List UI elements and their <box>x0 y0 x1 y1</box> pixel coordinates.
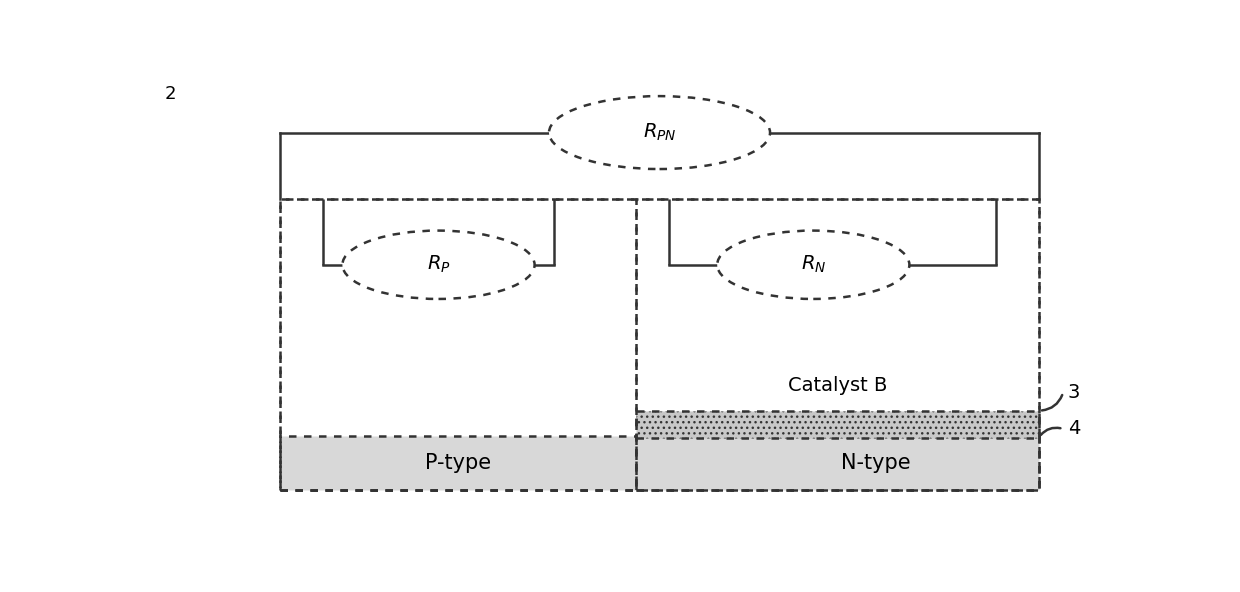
Text: Catalyst B: Catalyst B <box>787 376 887 395</box>
Bar <box>635 199 1039 490</box>
Text: $R_P$: $R_P$ <box>427 254 450 275</box>
Bar <box>280 436 635 490</box>
Bar <box>635 436 1039 490</box>
Text: 2: 2 <box>165 85 176 103</box>
Bar <box>280 199 1039 490</box>
Text: 3: 3 <box>1068 383 1080 402</box>
Bar <box>280 199 635 490</box>
Ellipse shape <box>717 230 909 299</box>
Text: $R_{PN}$: $R_{PN}$ <box>642 122 676 143</box>
Text: P-type: P-type <box>424 453 491 473</box>
Ellipse shape <box>549 96 770 169</box>
Text: 4: 4 <box>1068 419 1080 438</box>
Ellipse shape <box>342 230 534 299</box>
Bar <box>635 411 1039 438</box>
Text: $R_N$: $R_N$ <box>801 254 826 275</box>
Text: N-type: N-type <box>841 453 910 473</box>
